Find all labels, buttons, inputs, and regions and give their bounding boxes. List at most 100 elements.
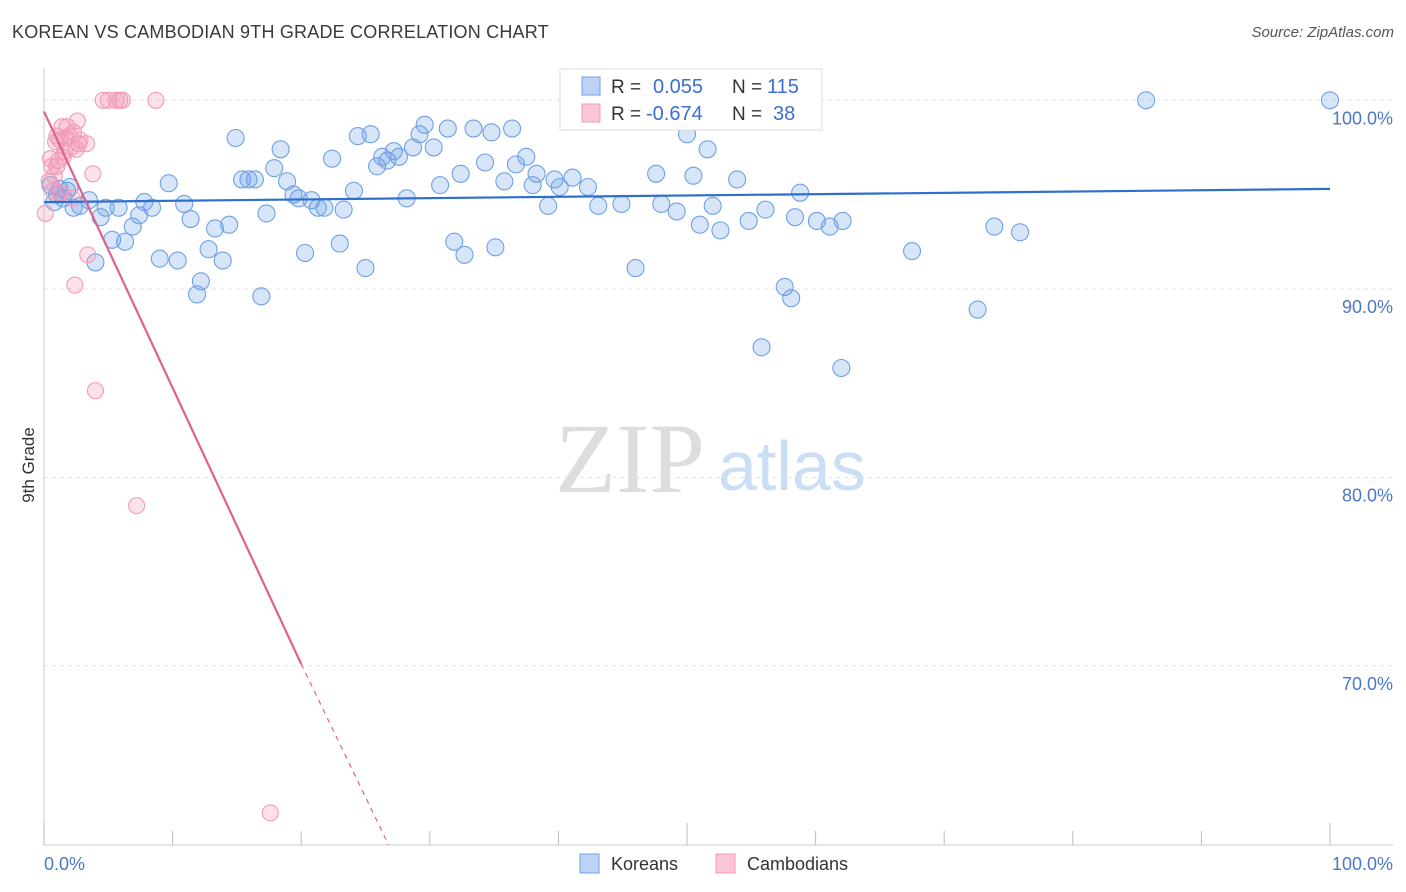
korean-point	[464, 119, 483, 138]
cambodian-point	[66, 276, 84, 294]
cambodian-point	[84, 165, 102, 183]
korean-point	[213, 251, 232, 270]
korean-point	[690, 215, 709, 234]
korean-point	[517, 147, 536, 166]
cambodian-point	[261, 804, 279, 822]
korean-point	[455, 245, 474, 264]
cambodian-point	[147, 91, 165, 109]
korean-point	[410, 125, 429, 144]
korean-point	[191, 272, 210, 291]
stats-n-label-korean: N =	[732, 77, 762, 98]
korean-point	[334, 200, 353, 219]
korean-point	[315, 198, 334, 217]
korean-point	[232, 170, 252, 189]
y-tick-label: 90.0%	[1342, 297, 1393, 317]
korean-point	[265, 159, 284, 178]
korean-point	[296, 243, 315, 263]
korean-point	[175, 194, 194, 214]
cambodian-point	[68, 112, 86, 130]
cambodian-point	[107, 91, 125, 109]
korean-point	[985, 217, 1004, 236]
legend-korean-swatch	[579, 853, 600, 874]
stats-cambodian-swatch	[581, 103, 601, 123]
stats-r-label-cambodian: R =	[611, 104, 641, 125]
watermark-atlas: atlas	[718, 427, 866, 505]
korean-point	[503, 119, 522, 138]
trend-lines	[43, 111, 1331, 846]
korean-point	[220, 215, 239, 234]
korean-points	[41, 91, 1340, 378]
korean-point	[415, 115, 434, 134]
x-tick-label-min: 0.0%	[44, 854, 85, 874]
korean-point	[647, 164, 666, 183]
stats-box: R = 0.055 N = 115 R = -0.674 N = 38	[559, 68, 823, 131]
korean-point	[271, 140, 290, 159]
korean-point	[181, 210, 200, 229]
korean-point	[368, 157, 387, 176]
korean-point	[115, 232, 135, 251]
cambodian-trend-line	[43, 111, 303, 665]
cambodian-point	[63, 189, 81, 207]
korean-point	[389, 147, 408, 166]
watermark-zip: ZIP	[555, 403, 705, 514]
legend: Koreans Cambodians	[579, 853, 848, 874]
korean-point	[902, 242, 922, 261]
stats-r-label-korean: R =	[611, 77, 641, 98]
korean-point	[523, 176, 542, 195]
korean-point	[323, 149, 342, 168]
korean-point	[1137, 91, 1156, 110]
stats-n-value-korean: 115	[767, 76, 799, 98]
korean-point	[476, 153, 495, 172]
korean-point	[626, 259, 645, 278]
korean-point	[438, 119, 457, 138]
legend-cambodian-swatch	[715, 853, 736, 874]
cambodian-point	[113, 91, 131, 109]
korean-point	[833, 211, 852, 230]
y-tick-label: 100.0%	[1332, 108, 1393, 128]
korean-point	[96, 198, 115, 217]
korean-point	[199, 240, 218, 259]
korean-point	[451, 164, 470, 183]
cambodian-points	[36, 91, 279, 822]
korean-point	[728, 170, 747, 189]
korean-point	[711, 221, 730, 240]
korean-point	[832, 358, 851, 378]
stats-korean-swatch	[581, 76, 601, 96]
korean-point	[791, 183, 810, 202]
cambodian-point	[36, 204, 54, 222]
korean-point	[1320, 91, 1340, 110]
korean-point	[168, 251, 187, 270]
korean-point	[703, 196, 722, 215]
cambodian-point	[77, 135, 95, 153]
x-tick-label-max: 100.0%	[1332, 854, 1393, 874]
korean-point	[756, 200, 775, 219]
korean-point	[698, 140, 717, 159]
korean-point	[667, 202, 686, 221]
korean-point	[159, 174, 178, 193]
y-tick-label: 70.0%	[1342, 674, 1393, 694]
korean-point	[495, 172, 514, 191]
legend-korean-label: Koreans	[611, 854, 678, 874]
korean-point	[775, 277, 794, 296]
korean-point	[684, 166, 703, 185]
cambodian-trend-extension	[300, 663, 390, 846]
korean-point	[378, 151, 397, 170]
chart-source: Source: ZipAtlas.com	[1251, 24, 1394, 41]
korean-point	[245, 170, 264, 189]
cambodian-point	[86, 382, 104, 400]
cambodian-point	[48, 157, 66, 175]
stats-r-value-korean: 0.055	[653, 76, 703, 98]
korean-point	[652, 194, 671, 214]
korean-point	[226, 128, 245, 148]
korean-point	[356, 259, 375, 278]
korean-point	[563, 168, 582, 187]
korean-point	[445, 232, 464, 251]
cambodian-point	[128, 497, 146, 515]
korean-point	[1011, 223, 1030, 242]
korean-point	[550, 177, 569, 197]
korean-point	[527, 164, 546, 183]
chart-title: KOREAN VS CAMBODIAN 9TH GRADE CORRELATIO…	[12, 22, 549, 42]
korean-point	[205, 219, 225, 238]
korean-point	[968, 300, 987, 319]
